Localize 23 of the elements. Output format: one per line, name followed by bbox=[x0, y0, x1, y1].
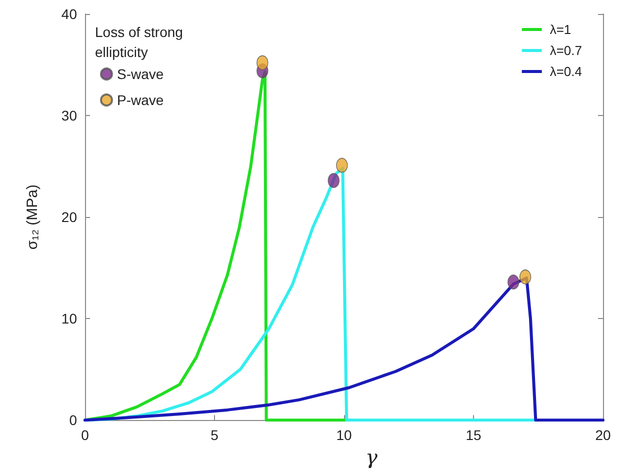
x-tick-label: 15 bbox=[466, 427, 482, 444]
y-tick-label: 0 bbox=[69, 412, 78, 428]
legend-label: λ=0.7 bbox=[550, 43, 582, 58]
y-tick-label: 40 bbox=[61, 6, 78, 22]
point bbox=[519, 270, 532, 284]
y-tick-label: 30 bbox=[61, 108, 78, 124]
x-tick-label: 5 bbox=[210, 427, 219, 444]
legend-label: S-wave bbox=[117, 66, 164, 82]
point bbox=[336, 158, 348, 173]
y-axis-title: σ₁₂ (MPa) bbox=[24, 184, 41, 250]
legend-label: λ=0.4 bbox=[550, 64, 582, 79]
x-axis-title: γ bbox=[366, 445, 378, 469]
point bbox=[328, 173, 340, 188]
legend-label: P-wave bbox=[117, 92, 164, 108]
y-tick-label: 20 bbox=[61, 209, 78, 226]
point bbox=[507, 274, 520, 290]
x-tick-label: 0 bbox=[81, 427, 90, 444]
x-tick-label: 10 bbox=[336, 427, 352, 444]
point bbox=[256, 55, 268, 70]
legend-title: Loss of strong ellipticity bbox=[95, 24, 187, 60]
x-tick-label: 20 bbox=[595, 427, 611, 444]
legend-label: λ=1 bbox=[550, 22, 572, 37]
y-tick-label: 10 bbox=[61, 310, 78, 327]
